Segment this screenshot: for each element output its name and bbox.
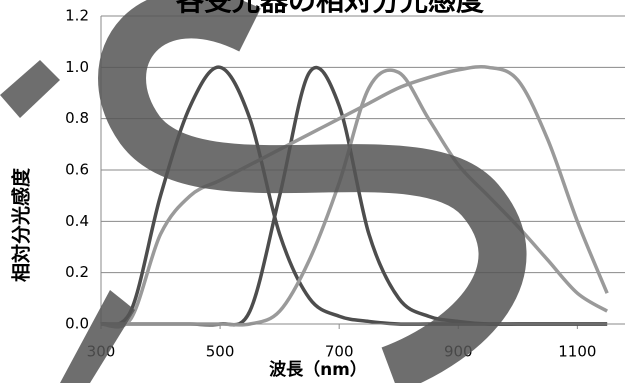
y-tick-label: 0.0 [65,315,89,333]
x-axis-label: 波長（nm） [269,359,367,380]
y-tick-label: 1.2 [65,7,89,25]
y-axis-label: 相対分光感度 [10,167,33,282]
y-tick-label: 0.6 [65,161,89,179]
decoration-arrow [0,60,60,118]
chart: 0.00.20.40.60.81.01.23005007009001100 各受… [0,0,631,383]
y-tick-label: 0.8 [65,109,89,127]
data-line [101,70,607,325]
y-tick-label: 0.2 [65,263,89,281]
chart-title: 各受光器の相対分光感度 [175,0,484,17]
x-tick-label: 700 [325,343,354,361]
decoration-arrow [60,290,135,383]
x-tick-label: 500 [206,343,235,361]
y-tick-label: 1.0 [65,58,89,76]
data-line [101,67,607,327]
y-tick-label: 0.4 [65,212,89,230]
x-tick-label: 1100 [558,343,596,361]
